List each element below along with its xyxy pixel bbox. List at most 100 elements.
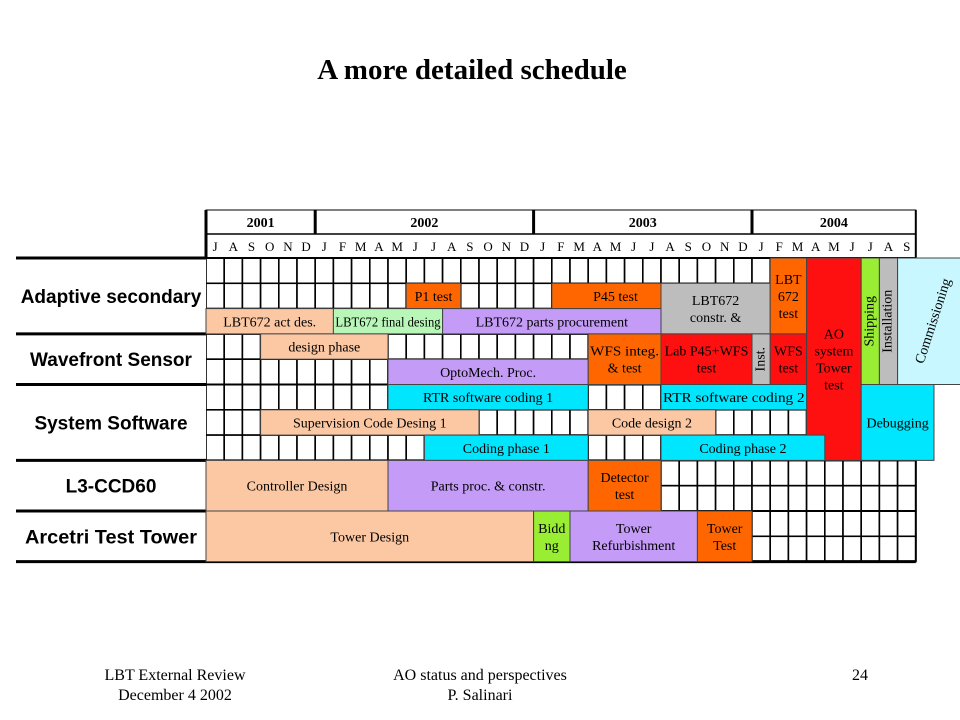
task-label: RTR software coding 2 xyxy=(663,391,805,406)
month-label: F xyxy=(339,239,346,254)
task-label: OptoMech. Proc. xyxy=(440,366,536,381)
task-label: Lab P45+WFS xyxy=(665,345,749,360)
grid-cell xyxy=(387,282,408,310)
grid-cell xyxy=(732,257,753,285)
task-label: P1 test xyxy=(415,290,453,305)
task-label: LBT672 act des. xyxy=(223,315,316,330)
grid-cell xyxy=(678,257,699,285)
grid-cell xyxy=(259,383,280,411)
grid-cell xyxy=(223,282,244,310)
grid-cell xyxy=(787,510,808,538)
grid-cell xyxy=(532,257,553,285)
grid-cell xyxy=(732,408,753,436)
grid-cell xyxy=(569,333,590,360)
grid-cell xyxy=(387,434,408,462)
task-label: test xyxy=(615,488,635,503)
grid-cell xyxy=(277,257,298,285)
year-label: 2003 xyxy=(629,216,657,231)
task-label: system xyxy=(814,345,853,360)
grid-cell xyxy=(259,434,280,462)
grid-cell xyxy=(259,257,280,285)
grid-cell xyxy=(641,383,662,411)
task-bar xyxy=(442,308,662,335)
group-label: Arcetri Test Tower xyxy=(25,527,198,548)
grid-cell xyxy=(623,257,644,285)
grid-cell xyxy=(878,510,899,538)
grid-cell xyxy=(605,257,626,285)
grid-cell xyxy=(842,535,863,563)
footer-review-date: December 4 2002 xyxy=(118,687,232,704)
group-label: Adaptive secondary xyxy=(21,287,202,308)
grid-cell xyxy=(223,434,244,462)
footer-talk-title: AO status and perspectives xyxy=(393,667,567,684)
task-label: Tower xyxy=(707,522,743,537)
task-label: LBT672 parts procurement xyxy=(476,315,629,330)
grid-cell xyxy=(550,257,571,285)
task-bar xyxy=(860,384,935,461)
task-label: LBT xyxy=(775,273,802,288)
grid-cell xyxy=(223,408,244,436)
grid-cell xyxy=(751,459,772,487)
month-label: A xyxy=(665,239,675,254)
task-label: WFS integ. xyxy=(590,345,659,360)
month-label: A xyxy=(811,239,821,254)
task-label: Coding phase 1 xyxy=(463,442,550,457)
month-label: M xyxy=(828,239,840,254)
task-bar xyxy=(205,459,389,512)
task-label: Parts proc. & constr. xyxy=(431,480,546,495)
grid-cell xyxy=(769,408,790,436)
grid-cell xyxy=(896,484,917,512)
grid-cell xyxy=(878,484,899,512)
grid-cell xyxy=(277,358,298,386)
grid-cell xyxy=(842,484,863,512)
group-label-cell xyxy=(16,258,206,334)
grid-cell xyxy=(587,434,608,462)
task-bar xyxy=(696,510,753,563)
grid-cell xyxy=(478,282,499,310)
grid-cell xyxy=(259,282,280,310)
task-label: Coding phase 2 xyxy=(699,442,786,457)
grid-cell xyxy=(587,257,608,285)
month-label: D xyxy=(738,239,747,254)
month-label: N xyxy=(720,239,730,254)
grid-cell xyxy=(277,383,298,411)
task-label: AO xyxy=(824,328,844,343)
grid-cell xyxy=(350,383,371,411)
task-bar xyxy=(205,510,535,563)
grid-cell xyxy=(605,383,626,411)
grid-cell xyxy=(459,257,480,285)
group-label-cell xyxy=(16,333,206,385)
grid-cell xyxy=(496,408,517,436)
task-label: design phase xyxy=(288,341,360,356)
task-label: Tower Design xyxy=(330,530,409,545)
task-bar xyxy=(897,257,960,385)
grid-cell xyxy=(441,257,462,285)
month-label: S xyxy=(248,239,255,254)
month-label: M xyxy=(355,239,367,254)
grid-cell xyxy=(805,459,826,487)
grid-cell xyxy=(860,459,881,487)
grid-cell xyxy=(751,484,772,512)
task-label: 672 xyxy=(778,290,799,305)
task-bar xyxy=(587,333,662,385)
task-bar xyxy=(660,434,826,461)
month-label: A xyxy=(229,239,239,254)
task-label: test xyxy=(779,362,799,377)
grid-cell xyxy=(296,434,317,462)
grid-cell xyxy=(368,383,389,411)
grid-cell xyxy=(787,459,808,487)
month-label: S xyxy=(903,239,910,254)
grid-cell xyxy=(368,282,389,310)
grid-cell xyxy=(478,333,499,360)
grid-cell xyxy=(314,383,335,411)
grid-cell xyxy=(496,257,517,285)
grid-cell xyxy=(296,383,317,411)
grid-cell xyxy=(223,333,244,360)
grid-cell xyxy=(205,333,226,360)
group-label: Wavefront Sensor xyxy=(30,350,192,371)
grid-cell xyxy=(787,408,808,436)
month-label: J xyxy=(631,239,636,254)
grid-cell xyxy=(660,484,681,512)
grid-cell xyxy=(387,257,408,285)
